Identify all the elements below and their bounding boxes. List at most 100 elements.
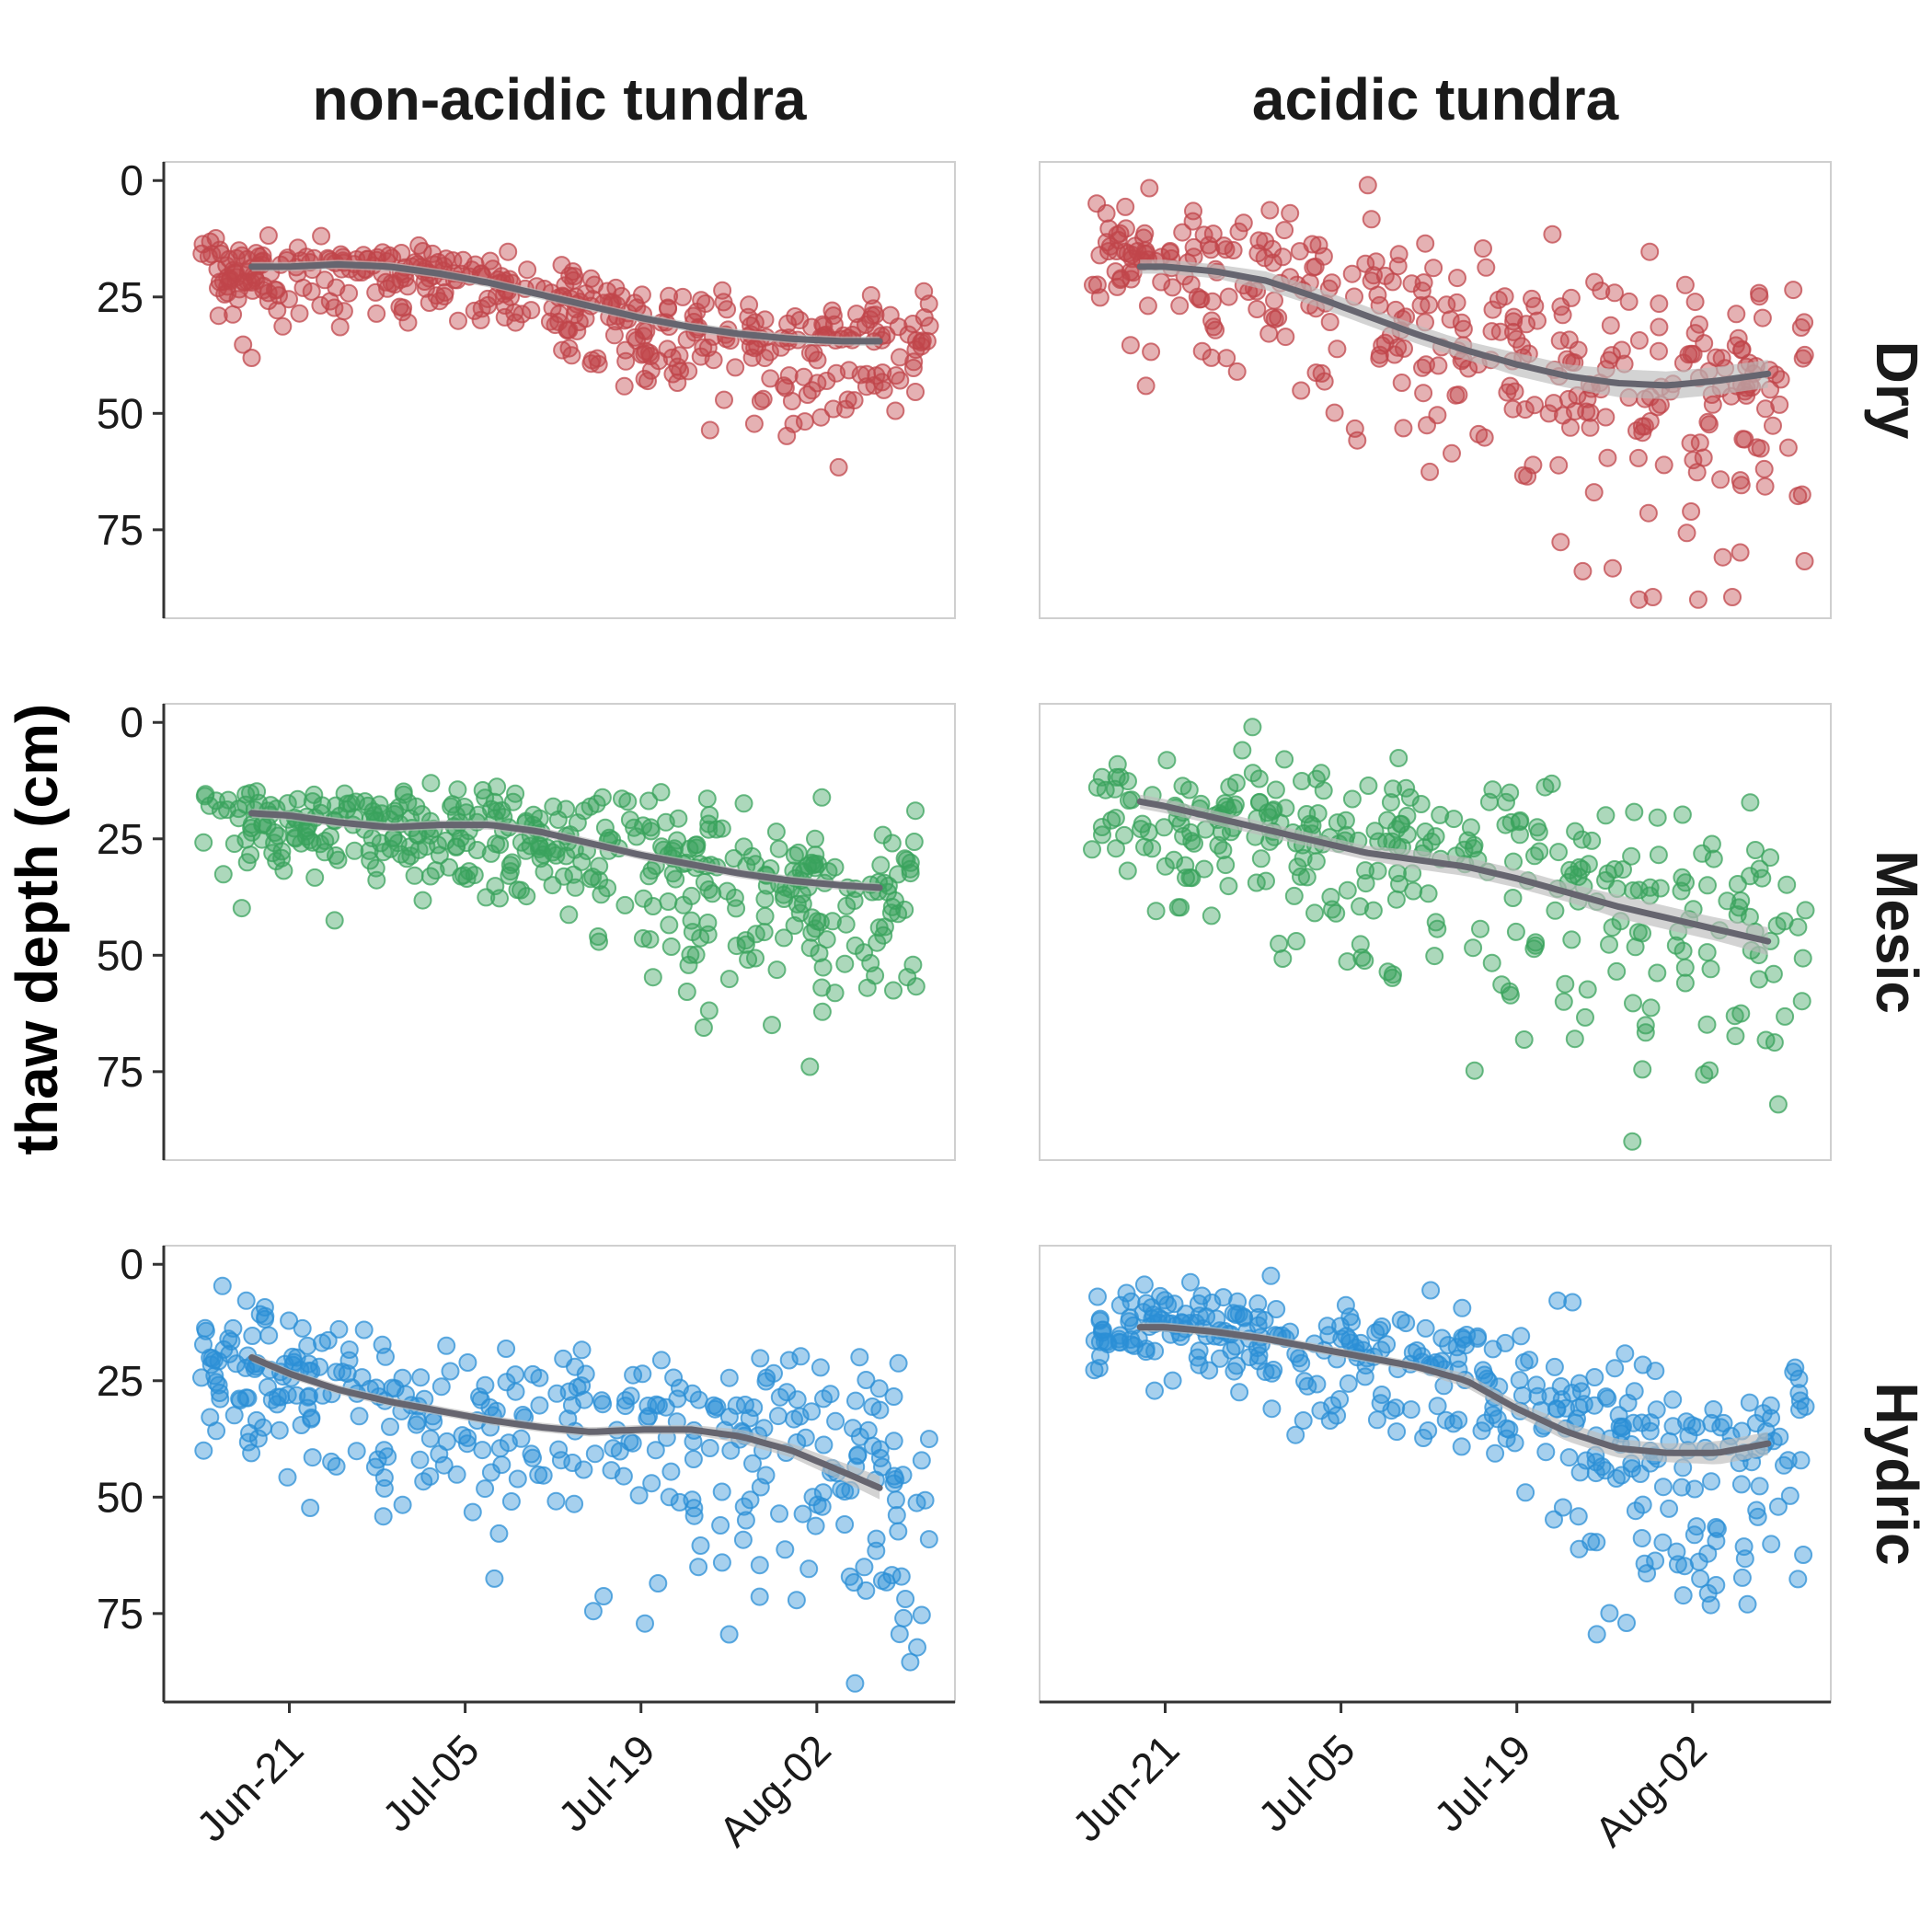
data-point (563, 1454, 582, 1472)
data-point (214, 1340, 234, 1359)
x-tick-label: Jul-19 (1424, 1725, 1539, 1840)
data-point (1269, 308, 1288, 328)
data-point (350, 1407, 369, 1426)
data-point (906, 977, 926, 996)
data-point (1308, 804, 1328, 823)
data-point (1441, 310, 1460, 329)
data-point (867, 1529, 886, 1548)
y-tick-label: 75 (97, 506, 144, 554)
data-point (794, 367, 813, 386)
data-point (904, 833, 924, 851)
data-point (721, 1441, 741, 1460)
data-point (754, 1419, 774, 1438)
data-point (431, 1377, 451, 1397)
data-point (334, 302, 353, 321)
data-point (1220, 777, 1239, 797)
data-point (1096, 780, 1115, 799)
data-point (912, 1605, 931, 1625)
data-point (201, 1408, 220, 1427)
data-point (1764, 964, 1783, 983)
data-point (1176, 1305, 1195, 1324)
data-point (1262, 1399, 1282, 1419)
y-tick-label: 50 (97, 1473, 144, 1521)
data-point (826, 1411, 845, 1431)
data-point (1389, 245, 1409, 264)
data-point (1675, 958, 1695, 977)
column-title: acidic tundra (1252, 66, 1619, 132)
data-point (506, 1382, 525, 1401)
data-point (325, 298, 344, 317)
data-point (1791, 318, 1811, 337)
data-point (1578, 980, 1597, 999)
data-point (1260, 201, 1280, 220)
data-point (686, 835, 706, 855)
data-point (1267, 1300, 1286, 1318)
data-point (530, 1396, 549, 1415)
data-point (1444, 810, 1464, 829)
data-point (1179, 780, 1199, 799)
data-point (199, 247, 218, 266)
data-point (1337, 1327, 1356, 1346)
data-point (530, 809, 549, 828)
data-point (891, 348, 909, 367)
x-tick-label: Jun-21 (1063, 1725, 1188, 1850)
data-point (1366, 252, 1386, 271)
data-point (1701, 960, 1720, 979)
data-point (1625, 1382, 1644, 1401)
data-point (290, 304, 309, 323)
data-point (857, 1581, 876, 1600)
y-tick-label: 75 (97, 1048, 144, 1096)
x-tick-label: Jun-21 (187, 1725, 312, 1850)
data-point (1202, 348, 1221, 367)
data-point (1465, 1061, 1484, 1080)
data-point (218, 800, 236, 820)
data-point (915, 1490, 935, 1510)
data-point (751, 1349, 770, 1368)
data-point (1482, 953, 1501, 972)
data-point (1106, 809, 1125, 828)
data-point (1731, 471, 1750, 490)
data-point (813, 958, 833, 977)
data-point (367, 304, 386, 323)
data-point (1428, 919, 1447, 938)
x-tick-label: Aug-02 (709, 1725, 840, 1856)
data-point (848, 1446, 868, 1466)
data-point (669, 809, 688, 828)
data-point (1497, 1419, 1516, 1438)
data-point (903, 359, 923, 377)
data-point (1383, 968, 1402, 987)
data-point (1348, 431, 1367, 450)
data-point (254, 1418, 272, 1437)
data-point (1582, 831, 1602, 850)
data-point (1563, 1293, 1582, 1312)
data-point (1243, 718, 1262, 737)
data-point (209, 1375, 228, 1395)
data-point (640, 930, 660, 949)
data-point (565, 305, 584, 324)
data-point (1270, 934, 1289, 953)
data-point (376, 1347, 395, 1366)
data-point (673, 287, 693, 306)
data-point (440, 857, 459, 877)
data-point (1569, 340, 1588, 360)
data-point (715, 390, 733, 409)
data-point (481, 844, 500, 863)
data-point (1263, 307, 1282, 327)
data-point (226, 1354, 246, 1374)
data-point (476, 1375, 495, 1395)
data-point (278, 794, 297, 813)
y-axis-title: thaw depth (cm) (4, 704, 70, 1156)
data-point (1304, 258, 1323, 277)
data-point (1276, 328, 1295, 347)
data-point (706, 1399, 725, 1419)
data-point (1292, 867, 1310, 886)
data-point (1504, 307, 1524, 327)
data-point (1320, 1411, 1340, 1430)
panel-frame (163, 161, 956, 619)
data-point (1378, 811, 1397, 830)
data-point (490, 889, 509, 908)
data-point (1259, 324, 1279, 343)
data-point (1120, 791, 1138, 810)
data-point (1145, 1341, 1165, 1361)
data-point (1707, 1518, 1726, 1536)
